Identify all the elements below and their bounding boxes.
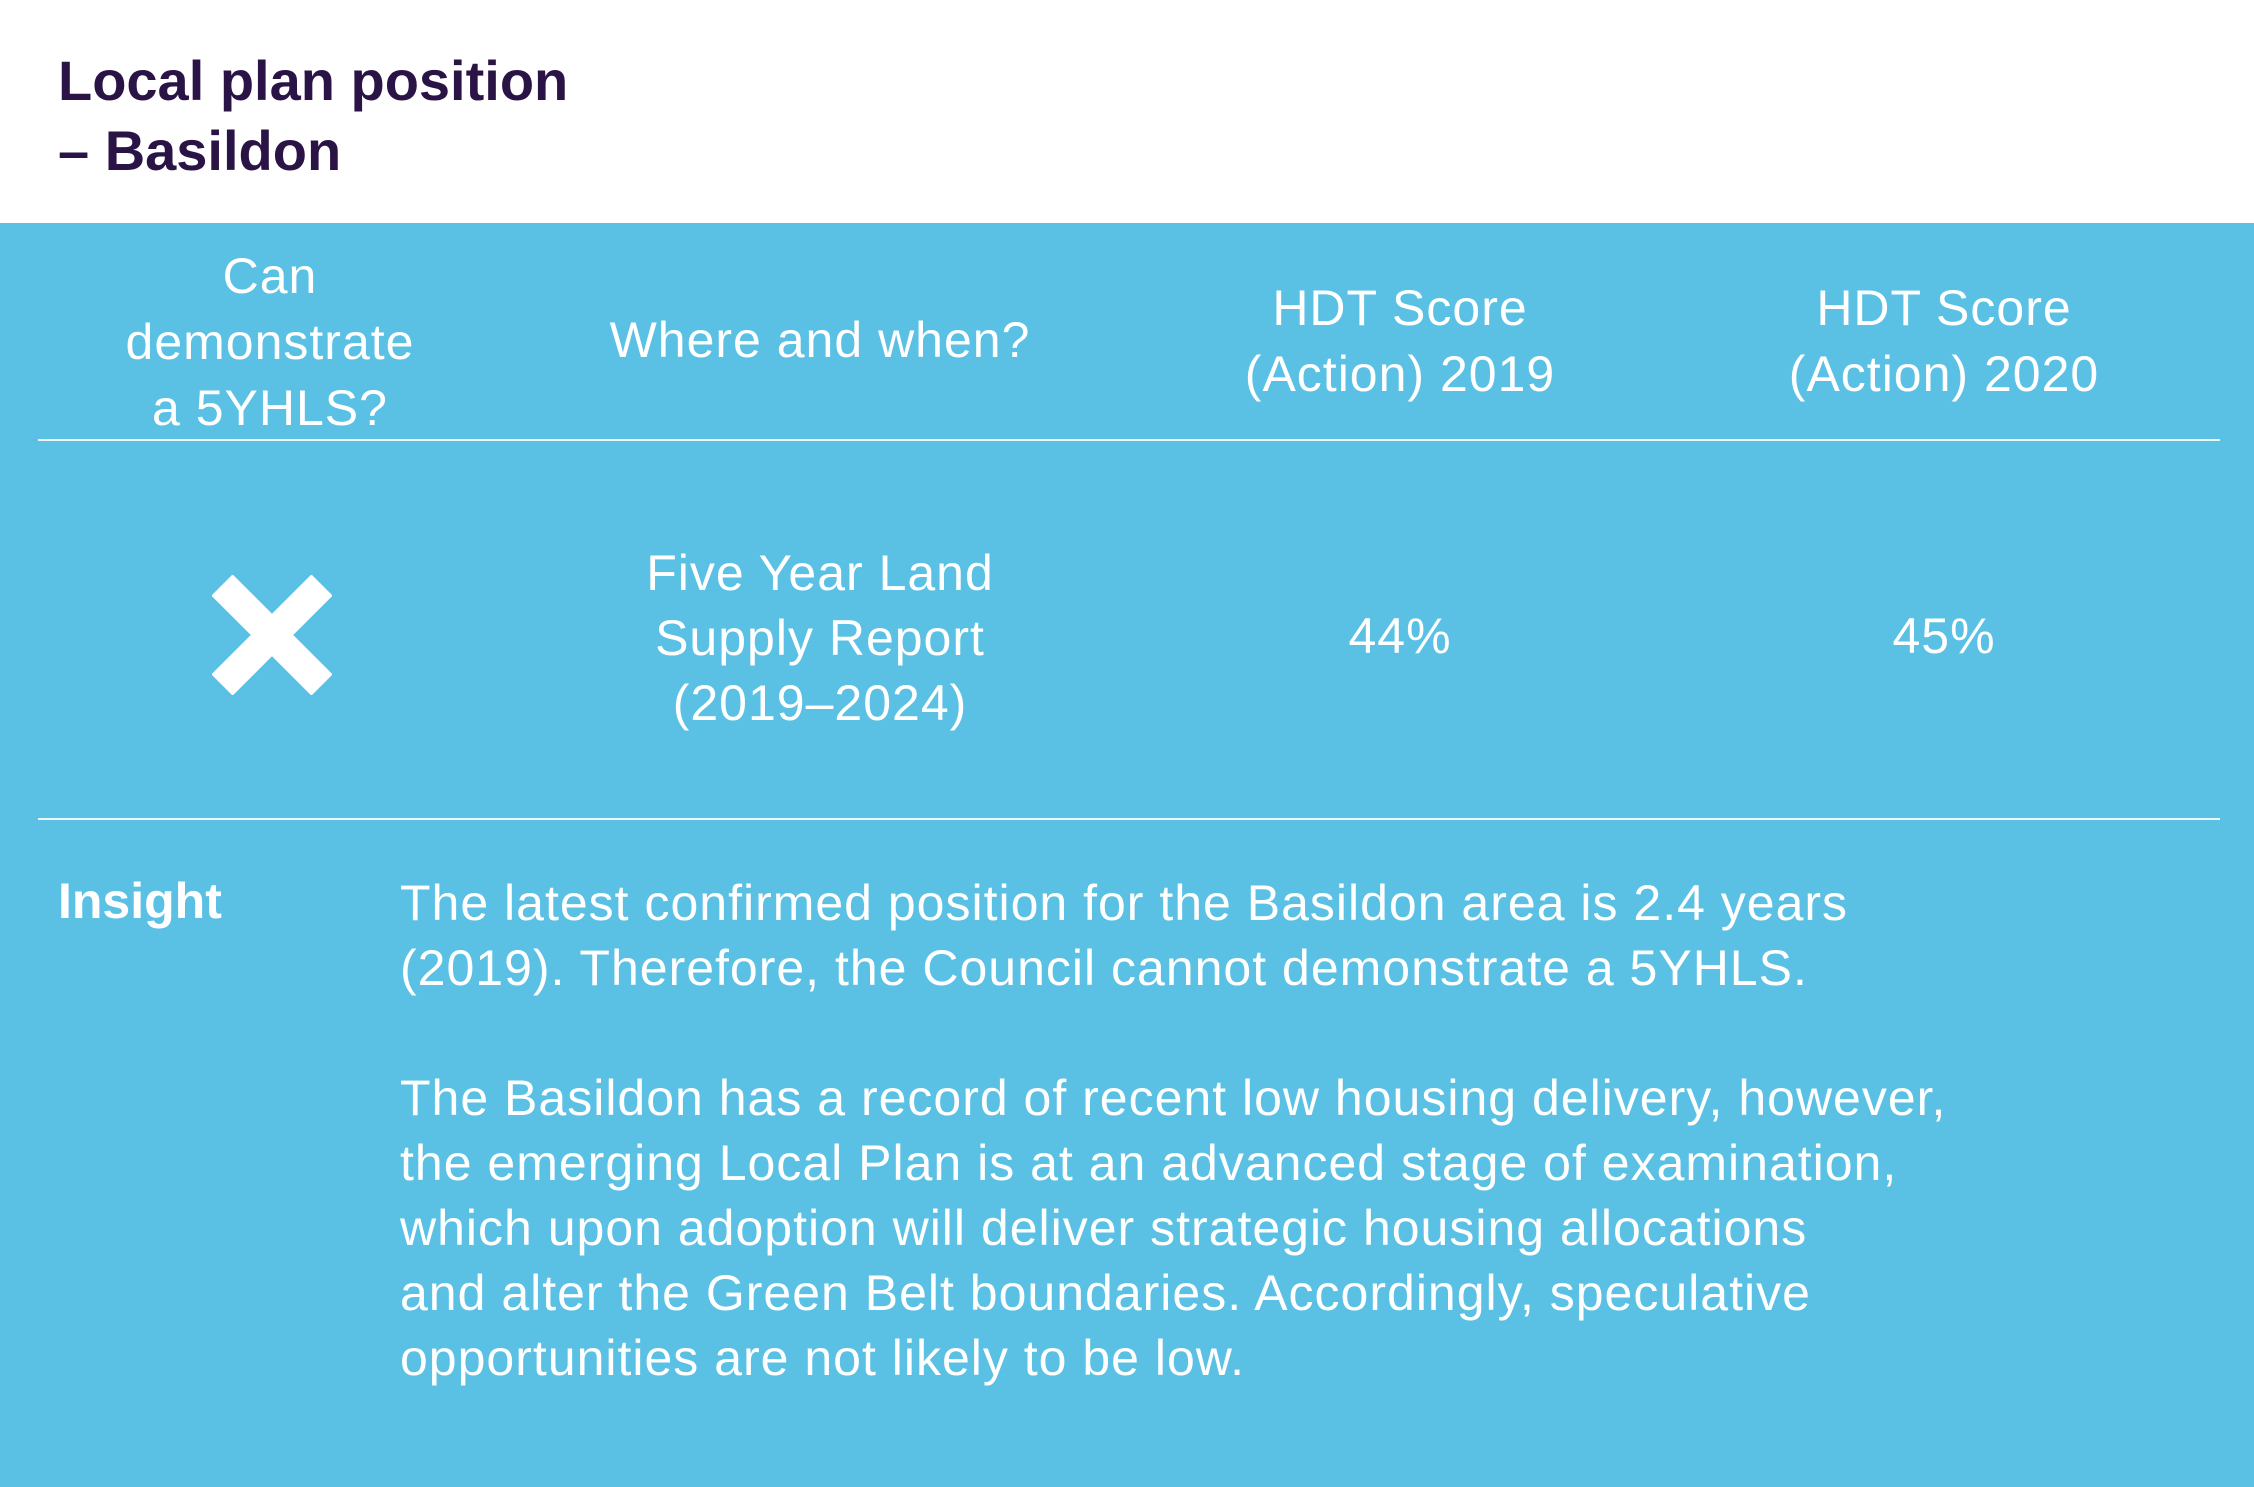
- cross-icon: [212, 575, 332, 695]
- insight-line: The latest confirmed position for the Ba…: [400, 875, 1849, 931]
- insight-body: The latest confirmed position for the Ba…: [400, 871, 2230, 1456]
- header-text: HDT Score: [1816, 280, 2072, 336]
- insight-line: opportunities are not likely to be low.: [400, 1330, 1246, 1386]
- local-plan-table-panel: Can demonstrate a 5YHLS? Where and when?…: [0, 223, 2254, 1487]
- header-text: a 5YHLS?: [152, 380, 388, 436]
- header-hdt-score-2019: HDT Score (Action) 2019: [1150, 275, 1650, 407]
- insight-line: and alter the Green Belt boundaries. Acc…: [400, 1265, 1811, 1321]
- header-text: HDT Score: [1272, 280, 1528, 336]
- header-hdt-score-2020: HDT Score (Action) 2020: [1694, 275, 2194, 407]
- header-text: Where and when?: [609, 312, 1031, 368]
- header-divider: [38, 439, 2220, 441]
- insight-paragraph-2: The Basildon has a record of recent low …: [400, 1066, 2230, 1391]
- header-where-and-when: Where and when?: [520, 307, 1120, 373]
- insight-line: The Basildon has a record of recent low …: [400, 1070, 1947, 1126]
- header-text: demonstrate: [125, 314, 415, 370]
- page-title-line-1: Local plan position: [58, 49, 569, 112]
- insight-paragraph-1: The latest confirmed position for the Ba…: [400, 871, 2230, 1001]
- header-text: Can: [222, 248, 318, 304]
- cell-text: Supply Report: [655, 610, 985, 666]
- header-text: (Action) 2019: [1244, 346, 1556, 402]
- insight-label: Insight: [58, 873, 222, 929]
- cell-where-and-when: Five Year Land Supply Report (2019–2024): [520, 541, 1120, 736]
- page-title-line-2: – Basildon: [58, 119, 342, 182]
- row-divider: [38, 818, 2220, 820]
- cell-hdt-score-2020: 45%: [1892, 608, 1996, 664]
- header-can-demonstrate-5yhls: Can demonstrate a 5YHLS?: [60, 243, 480, 441]
- insight-line: the emerging Local Plan is at an advance…: [400, 1135, 1898, 1191]
- cell-hdt-score-2019: 44%: [1348, 608, 1452, 664]
- cell-text: (2019–2024): [672, 675, 968, 731]
- insight-line: which upon adoption will deliver strateg…: [400, 1200, 1808, 1256]
- header-text: (Action) 2020: [1788, 346, 2100, 402]
- page-title: Local plan position – Basildon: [58, 46, 958, 186]
- cell-text: Five Year Land: [646, 545, 994, 601]
- insight-line: (2019). Therefore, the Council cannot de…: [400, 940, 1808, 996]
